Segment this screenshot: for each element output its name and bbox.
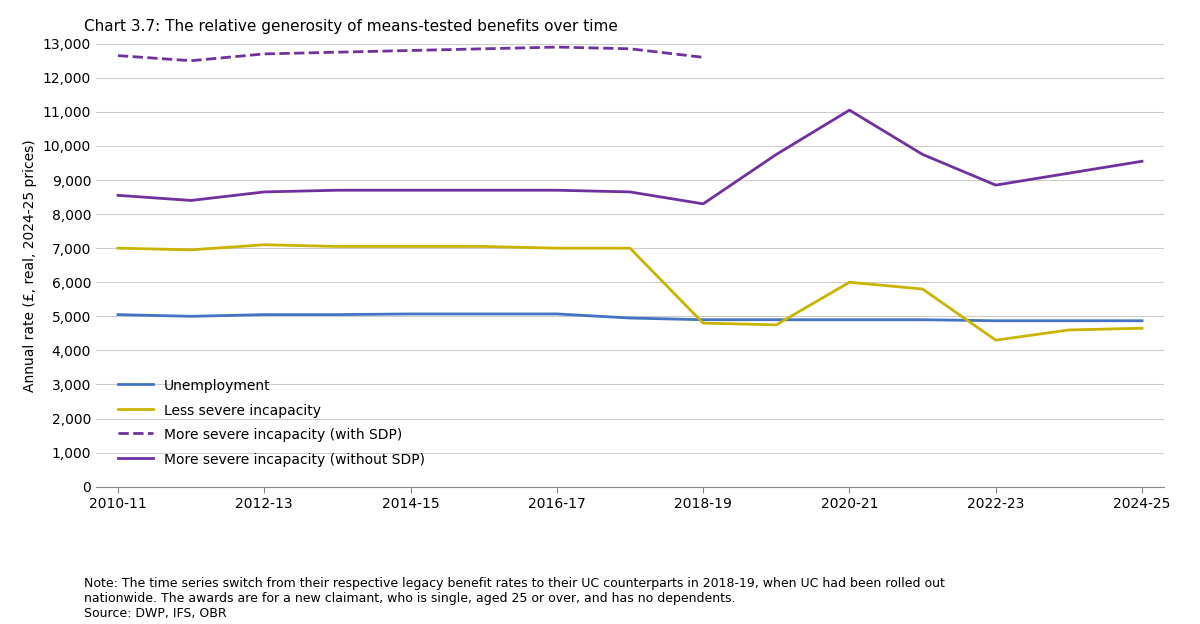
Text: nationwide. The awards are for a new claimant, who is single, aged 25 or over, a: nationwide. The awards are for a new cla…	[84, 592, 736, 605]
Text: Note: The time series switch from their respective legacy benefit rates to their: Note: The time series switch from their …	[84, 577, 944, 590]
Legend: Unemployment, Less severe incapacity, More severe incapacity (with SDP), More se: Unemployment, Less severe incapacity, Mo…	[114, 374, 428, 471]
Text: Source: DWP, IFS, OBR: Source: DWP, IFS, OBR	[84, 607, 227, 620]
Y-axis label: Annual rate (£, real, 2024-25 prices): Annual rate (£, real, 2024-25 prices)	[23, 139, 37, 391]
Text: Chart 3.7: The relative generosity of means-tested benefits over time: Chart 3.7: The relative generosity of me…	[84, 19, 618, 34]
